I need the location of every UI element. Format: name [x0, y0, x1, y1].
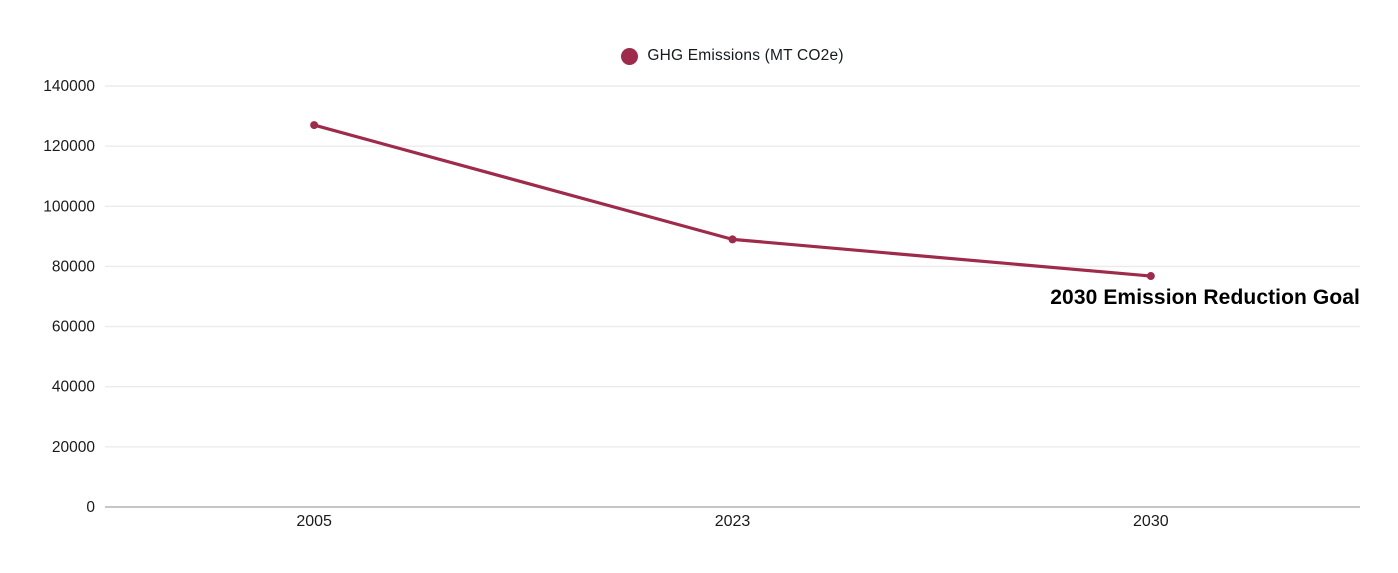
y-tick-label: 40000 [52, 379, 95, 396]
data-point-marker [310, 121, 319, 130]
y-tick-label: 100000 [43, 198, 95, 215]
annotation-2030-goal: 2030 Emission Reduction Goal [1050, 286, 1360, 309]
legend-label: GHG Emissions (MT CO2e) [647, 47, 844, 64]
y-tick-label: 120000 [43, 138, 95, 155]
y-tick-label: 60000 [52, 319, 95, 336]
y-tick-label: 20000 [52, 439, 95, 456]
legend-series-marker-icon [621, 47, 639, 65]
series-line [312, 123, 1153, 278]
y-tick-label: 140000 [43, 78, 95, 95]
data-point-marker [1146, 272, 1155, 281]
y-tick-label: 0 [86, 499, 95, 516]
data-point-marker [728, 235, 737, 244]
x-tick-label: 2030 [1133, 513, 1169, 530]
x-tick-label: 2023 [715, 513, 751, 530]
x-tick-label: 2005 [296, 513, 332, 530]
y-tick-label: 80000 [52, 258, 95, 275]
legend: GHG Emissions (MT CO2e) [105, 44, 1360, 68]
